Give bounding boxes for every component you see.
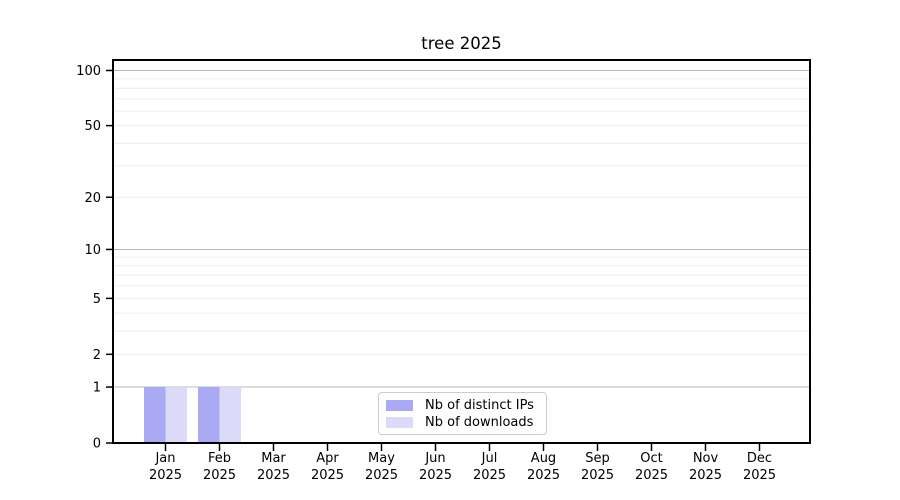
svg-text:2025: 2025: [635, 468, 668, 483]
svg-text:2025: 2025: [527, 468, 560, 483]
svg-text:Mar: Mar: [261, 451, 286, 466]
svg-text:2025: 2025: [257, 468, 290, 483]
legend-label-distinct-ips: Nb of distinct IPs: [425, 398, 534, 413]
y-axis: 0 1 2 5 10 20 50 100: [76, 64, 112, 452]
svg-text:2025: 2025: [419, 468, 452, 483]
legend: Nb of distinct IPs Nb of downloads: [378, 392, 547, 435]
svg-text:5: 5: [93, 292, 101, 307]
svg-text:May: May: [368, 451, 395, 466]
bars: [144, 387, 241, 443]
svg-text:Feb: Feb: [208, 451, 231, 466]
svg-text:2: 2: [93, 348, 101, 363]
x-axis: Jan 2025 Feb 2025 Mar 2025 Apr 2025 May 2025 Jun 20…: [149, 444, 776, 483]
gridlines-minor: [114, 78, 809, 355]
svg-text:Oct: Oct: [640, 451, 662, 466]
svg-text:1: 1: [93, 381, 101, 396]
svg-text:Jun: Jun: [424, 451, 445, 466]
bar-jan-series0: [144, 387, 166, 443]
svg-text:2025: 2025: [689, 468, 722, 483]
svg-text:Jul: Jul: [481, 451, 498, 466]
bar-feb-series1: [219, 387, 241, 443]
svg-text:20: 20: [84, 191, 101, 206]
svg-text:Jan: Jan: [154, 451, 175, 466]
bar-jan-series1: [165, 387, 187, 443]
svg-text:2025: 2025: [149, 468, 182, 483]
svg-text:2025: 2025: [203, 468, 236, 483]
svg-text:Apr: Apr: [316, 451, 339, 466]
legend-item-distinct-ips: Nb of distinct IPs: [386, 397, 538, 414]
svg-text:2025: 2025: [743, 468, 776, 483]
svg-text:10: 10: [84, 243, 101, 258]
legend-swatch-distinct-ips: [386, 400, 413, 411]
plot-border: [112, 59, 811, 444]
bar-feb-series0: [198, 387, 220, 443]
legend-item-downloads: Nb of downloads: [386, 414, 538, 431]
svg-text:Aug: Aug: [531, 451, 556, 466]
svg-text:50: 50: [84, 119, 101, 134]
svg-text:2025: 2025: [473, 468, 506, 483]
chart-title: tree 2025: [421, 34, 502, 53]
legend-swatch-downloads: [386, 417, 413, 428]
gridlines-major: [114, 69, 809, 388]
svg-text:Dec: Dec: [747, 451, 772, 466]
svg-text:2025: 2025: [311, 468, 344, 483]
svg-text:0: 0: [93, 437, 101, 452]
svg-text:Sep: Sep: [585, 451, 610, 466]
svg-text:100: 100: [76, 64, 101, 79]
svg-text:Nov: Nov: [693, 451, 719, 466]
legend-label-downloads: Nb of downloads: [425, 415, 534, 430]
svg-text:2025: 2025: [581, 468, 614, 483]
svg-text:2025: 2025: [365, 468, 398, 483]
